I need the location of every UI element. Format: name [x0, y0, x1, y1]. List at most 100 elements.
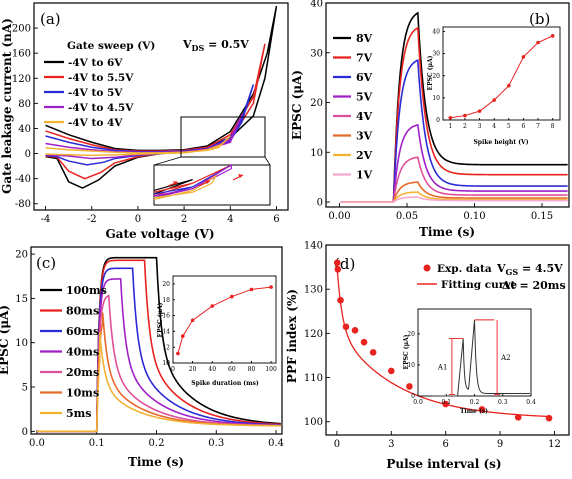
y-tick-label: 20 — [162, 281, 170, 288]
series-line — [340, 11, 568, 203]
inset-point — [176, 351, 180, 356]
inset-point — [190, 318, 195, 323]
x-tick-label: -2 — [87, 214, 97, 225]
x-tick-label: 6 — [273, 214, 279, 225]
legend-label: 4V — [356, 110, 373, 123]
x-tick-label: 3 — [388, 439, 394, 450]
legend-label: 5ms — [66, 407, 92, 420]
inset-y-label: EPSC (μA) — [403, 334, 410, 369]
legend-label: 2V — [356, 149, 373, 162]
inset-line — [153, 174, 218, 201]
y-tick-label: 12 — [162, 344, 170, 351]
y-tick-label: 160 — [12, 49, 31, 60]
inset-chart: 0.0 0.1 0.2 0.3 0.4 0 10 20 A1 A2 — [407, 319, 536, 406]
inset-point — [269, 285, 273, 289]
x-tick-label: 0.1 — [441, 399, 451, 406]
inset-point — [210, 304, 215, 308]
y-tick-label: 200 — [12, 24, 31, 35]
inset-point — [477, 109, 482, 113]
inset-frame — [442, 26, 561, 121]
annotation-vgs: VGS = 4.5V — [496, 262, 563, 277]
panel-b: (b) Time (s) EPSC (μA) 0.00 0.05 0.10 0.15 0… — [290, 0, 570, 239]
y-tick-label: 5 — [22, 383, 28, 394]
series-line — [340, 58, 568, 203]
x-tick-label: 0.1 — [89, 438, 105, 449]
legend-label: 20ms — [66, 366, 99, 379]
series-line — [340, 196, 568, 203]
inset-x-label: Time (s) — [460, 408, 488, 415]
data-point — [333, 259, 341, 266]
series-line — [36, 267, 281, 433]
inset-line — [432, 319, 530, 397]
data-point — [514, 414, 522, 421]
y-tick-label: -80 — [15, 199, 31, 210]
inset-point — [507, 83, 511, 88]
series-line — [36, 259, 281, 433]
plot-frame — [33, 2, 289, 211]
series-line — [340, 181, 568, 203]
legend-label: 100ms — [66, 284, 107, 297]
legend-label: -4V to 5.5V — [68, 72, 134, 84]
x-tick-label: 6 — [442, 439, 448, 450]
data-point — [406, 383, 413, 390]
series-group — [340, 11, 568, 203]
inset-frame — [172, 275, 277, 364]
series-line — [340, 191, 568, 203]
inset-chart: 0 20 40 60 80 100 10 12 14 16 18 20 — [162, 281, 277, 373]
x-tick-label: 4 — [492, 123, 496, 130]
x-tick-label: 3 — [478, 123, 482, 130]
y-tick-label: 16 — [162, 313, 170, 320]
legend-label: 10ms — [66, 387, 99, 400]
y-tick-label: 10 — [15, 338, 28, 349]
x-tick-label: 0.3 — [498, 399, 508, 406]
y-tick-label: 40 — [18, 124, 31, 135]
x-tick-label: 0.3 — [208, 438, 224, 449]
inset-line — [450, 35, 553, 119]
x-tick-label: 60 — [228, 366, 236, 373]
panel-a: (a) VDS = 0.5V Gate sweep (V) Gate volta… — [0, 2, 289, 241]
x-tick-label: 2 — [463, 123, 467, 130]
y-tick-label: 120 — [12, 74, 31, 85]
x-tick-label: 40 — [208, 366, 216, 373]
y-tick-label: 10 — [407, 362, 415, 369]
y-tick-label: 20 — [407, 331, 415, 338]
data-point — [342, 323, 350, 331]
inset-point — [536, 40, 540, 45]
x-tick-label: 0.0 — [29, 438, 45, 449]
x-axis-label: Gate voltage (V) — [105, 227, 214, 241]
legend: Exp. data Fitting curve — [417, 263, 517, 291]
y-tick-label: 18 — [162, 297, 170, 304]
amplitude-label: A1 — [437, 363, 448, 371]
inset-point — [550, 34, 555, 38]
inset-y-label: EPSC (μA) — [427, 55, 434, 90]
y-tick-label: 14 — [162, 328, 170, 335]
data-point — [369, 349, 377, 356]
y-tick-label: 140 — [304, 241, 323, 252]
inset-point — [230, 294, 234, 299]
legend-label: 3V — [356, 130, 373, 143]
y-tick-label: 30 — [310, 48, 323, 59]
sweep-arrow-head — [205, 180, 210, 184]
series-line — [45, 135, 231, 157]
y-tick-label: 20 — [310, 98, 323, 109]
y-tick-label: 0 — [411, 393, 415, 400]
y-tick-label: 130 — [304, 285, 323, 296]
amplitude-label: A2 — [500, 354, 511, 362]
data-point — [351, 326, 359, 334]
x-tick-label: 0 — [171, 366, 175, 373]
legend-marker — [423, 264, 431, 272]
inset-x-label: Spike height (V) — [473, 139, 528, 146]
annotation-dt: Δt = 20ms — [502, 279, 566, 292]
series-line — [340, 123, 568, 203]
zoom-box — [180, 116, 266, 158]
y-tick-label: 110 — [304, 373, 323, 384]
x-tick-label: 0 — [135, 214, 141, 225]
y-tick-label: 40 — [432, 29, 440, 36]
y-tick-label: 0 — [317, 198, 323, 209]
y-tick-label: 10 — [432, 95, 440, 102]
panel-c: (c) Time (s) EPSC (μA) 0.0 0.1 0.2 0.3 0.4 0 5… — [0, 246, 284, 469]
inset-y-label: EPSC (μA) — [157, 302, 164, 337]
x-tick-label: 0.00 — [328, 211, 350, 222]
